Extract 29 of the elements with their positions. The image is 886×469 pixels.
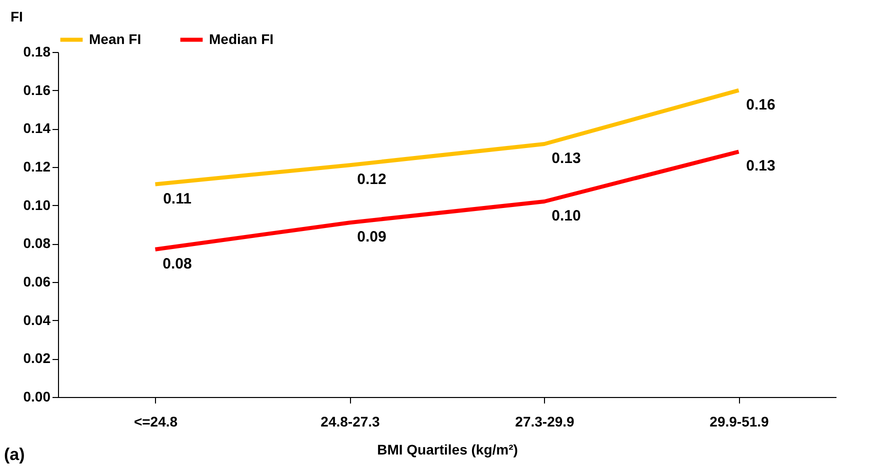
legend-label: Median FI <box>209 30 274 47</box>
y-tick-label: 0.00 <box>23 388 51 404</box>
data-label: 0.16 <box>746 96 776 114</box>
y-tick-label: 0.08 <box>23 235 51 252</box>
y-tick-label: 0.06 <box>23 274 51 290</box>
data-label: 0.10 <box>552 208 581 224</box>
legend-label: Mean FI <box>89 30 142 47</box>
y-tick-label: 0.04 <box>23 312 51 328</box>
y-tick-label: 0.12 <box>23 158 51 174</box>
x-tick-label: 27.3-29.9 <box>515 414 575 430</box>
data-label: 0.09 <box>357 228 386 246</box>
x-tick-label: 24.8-27.3 <box>320 414 380 430</box>
line-series <box>153 150 741 252</box>
data-label: 0.11 <box>163 190 192 208</box>
y-tick-label: 0.18 <box>23 44 51 60</box>
y-tick-label: 0.14 <box>23 120 51 136</box>
y-tick-label: 0.10 <box>23 196 51 213</box>
y-tick-label: 0.02 <box>23 350 51 366</box>
text: (a) <box>4 445 25 465</box>
data-label: 0.13 <box>552 150 581 167</box>
x-axis-title: BMI Quartiles (kg/m²) <box>377 442 518 458</box>
y-axis-title: FI <box>10 8 23 24</box>
line-series <box>153 88 741 186</box>
x-tick-label: <=24.8 <box>134 414 178 430</box>
y-tick-label: 0.16 <box>23 82 51 98</box>
x-tick-label: 29.9-51.9 <box>710 414 770 430</box>
data-label: 0.08 <box>162 255 192 272</box>
data-label: 0.12 <box>357 171 386 188</box>
data-label: 0.13 <box>746 158 776 175</box>
